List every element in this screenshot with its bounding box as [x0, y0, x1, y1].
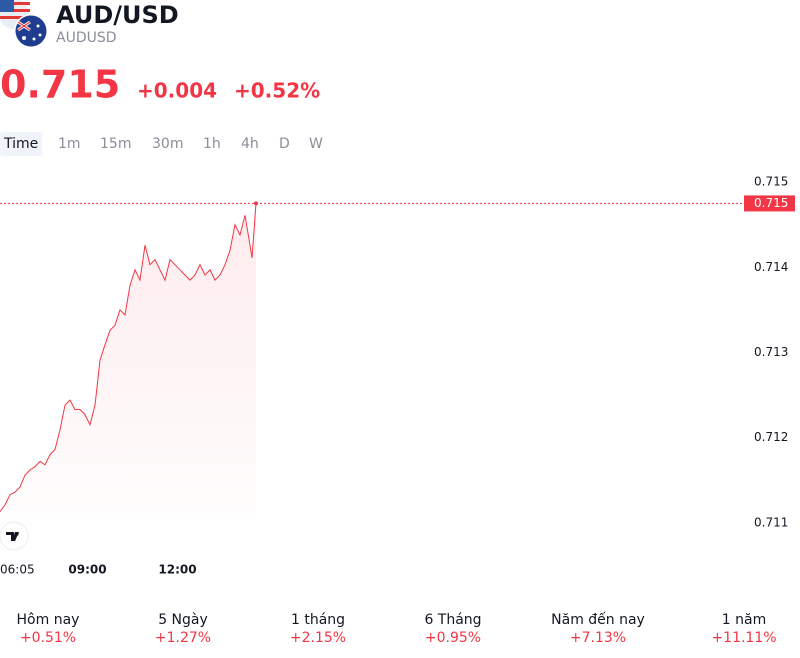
period-label: 5 Ngày	[158, 612, 208, 628]
timeframe-tab[interactable]: 4h	[241, 136, 259, 152]
y-tick-label: 0.714	[754, 260, 788, 274]
period-label: 1 năm	[722, 612, 766, 628]
price: 0.715	[0, 63, 120, 107]
title: AUD/USD	[56, 1, 179, 29]
timeframe-tab[interactable]: D	[279, 136, 290, 152]
period-change: +2.15%	[290, 630, 346, 646]
tab-active-bg	[0, 132, 42, 156]
x-tick-label: 06:05	[0, 563, 35, 577]
line	[0, 203, 257, 512]
area	[0, 203, 256, 550]
x-tick-label: 09:00	[68, 563, 106, 577]
timeframe-tab[interactable]: W	[309, 136, 323, 152]
period-label: 1 tháng	[291, 612, 345, 628]
period-change: +11.11%	[711, 630, 776, 646]
y-tick-label: 0.712	[754, 430, 788, 444]
timeframe-tab[interactable]: 30m	[152, 136, 183, 152]
timeframe-tab[interactable]: 1m	[58, 136, 81, 152]
x-tick-label: 12:00	[158, 563, 196, 577]
period-label: Năm đến nay	[551, 611, 645, 628]
period-change: +0.95%	[425, 630, 481, 646]
period-change: +7.13%	[570, 630, 626, 646]
last-point	[254, 201, 258, 206]
price-tag-label: 0.715	[754, 196, 788, 210]
flags	[0, 0, 48, 48]
change: +0.004	[137, 79, 217, 103]
timeframe-tab[interactable]: 1h	[203, 136, 221, 152]
change-pct: +0.52%	[234, 79, 320, 103]
symbol: AUDUSD	[56, 30, 117, 46]
period-change: +1.27%	[155, 630, 211, 646]
period-label: 6 Tháng	[424, 612, 481, 628]
period-change: +0.51%	[20, 630, 76, 646]
period-label: Hôm nay	[17, 612, 80, 628]
timeframe-tab[interactable]: Time	[3, 136, 38, 152]
y-tick-label: 0.715	[754, 175, 788, 189]
price-tag	[744, 195, 795, 212]
timeframe-tab[interactable]: 15m	[100, 136, 131, 152]
y-tick-label: 0.711	[754, 515, 788, 529]
y-tick-label: 0.713	[754, 345, 788, 359]
